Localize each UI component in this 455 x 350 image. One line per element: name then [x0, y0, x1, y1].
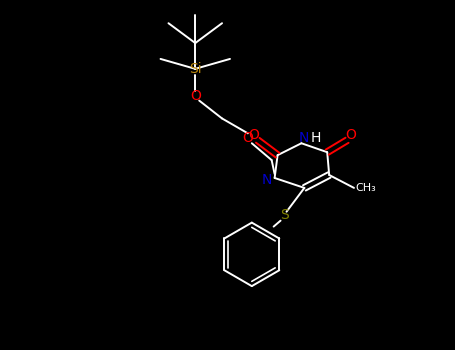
Text: N: N — [262, 173, 272, 187]
Text: S: S — [280, 208, 289, 222]
Text: N: N — [298, 131, 308, 145]
Text: O: O — [346, 128, 356, 142]
Text: CH₃: CH₃ — [355, 183, 376, 193]
Text: O: O — [243, 131, 253, 145]
Text: O: O — [190, 89, 201, 103]
Text: H: H — [311, 131, 322, 145]
Text: O: O — [248, 128, 259, 142]
Text: Si: Si — [189, 62, 202, 76]
